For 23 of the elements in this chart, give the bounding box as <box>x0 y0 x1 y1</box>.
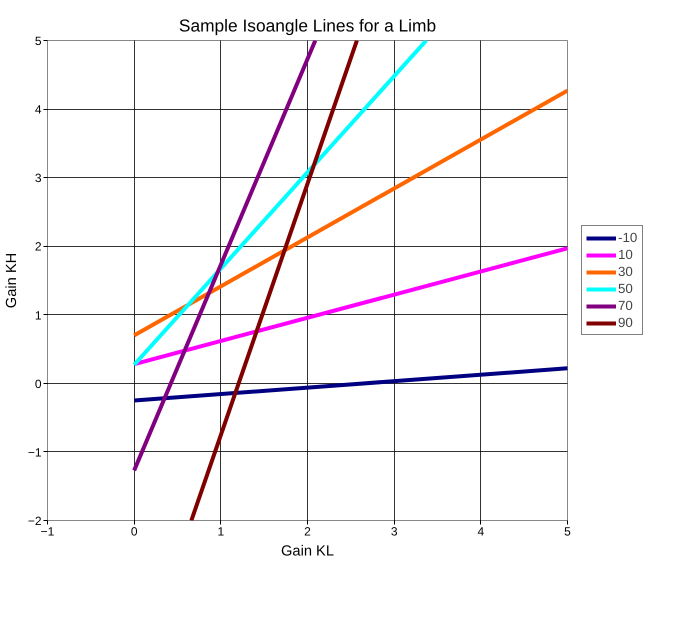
x-tick-label: 0 <box>130 524 138 538</box>
x-tick-label: 4 <box>477 524 484 538</box>
x-tick-label: 5 <box>564 524 572 538</box>
legend-label: 70 <box>618 298 634 313</box>
legend-label: 50 <box>618 281 634 296</box>
y-tick-label: 0 <box>34 376 42 391</box>
legend-label: 90 <box>618 315 634 330</box>
y-tick-label: 1 <box>34 308 42 322</box>
y-tick-label: 4 <box>34 102 42 117</box>
y-tick-label: −1 <box>28 445 42 460</box>
y-tick-label: 2 <box>34 240 42 254</box>
legend-label: 30 <box>618 264 634 279</box>
y-tick-label: 3 <box>34 171 42 186</box>
chart-title: Sample Isoangle Lines for a Limb <box>178 16 436 36</box>
legend-label: 10 <box>618 247 634 262</box>
y-axis-title: Gain KH <box>4 252 20 308</box>
x-tick-label: 1 <box>217 524 224 538</box>
y-tick-label: 5 <box>34 34 42 48</box>
y-tick-label: −2 <box>28 514 42 528</box>
x-tick-label: 2 <box>304 524 312 538</box>
x-axis-title: Gain KL <box>281 544 334 560</box>
x-tick-label: 3 <box>390 524 398 538</box>
legend-label: -10 <box>618 230 638 245</box>
